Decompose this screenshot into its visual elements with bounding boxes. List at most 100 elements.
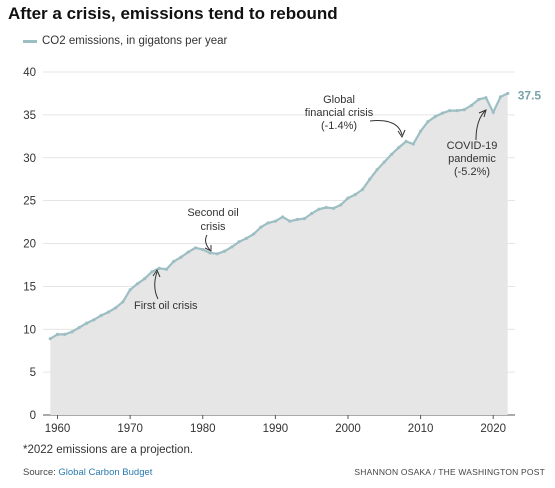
data-point-1968 <box>114 306 118 310</box>
data-point-1986 <box>244 236 248 240</box>
y-tick-label-40: 40 <box>23 67 36 79</box>
data-point-1997 <box>324 205 328 210</box>
data-point-1970 <box>128 288 132 292</box>
data-point-1966 <box>99 313 103 318</box>
y-tick-label-10: 10 <box>23 324 36 336</box>
data-point-2014 <box>448 108 452 113</box>
data-point-2011 <box>426 120 430 124</box>
data-point-1990 <box>273 219 277 223</box>
annotation-financial-line2: financial crisis <box>305 107 374 119</box>
x-tick-label-1960: 1960 <box>45 423 71 435</box>
credit: SHANNON OSAKA / THE WASHINGTON POST <box>354 467 545 477</box>
data-point-2012 <box>433 114 437 119</box>
data-point-1974 <box>157 266 161 270</box>
data-point-1960 <box>55 332 60 336</box>
data-point-2003 <box>368 177 372 181</box>
annotation-covid-line2: pandemic <box>448 153 496 165</box>
data-point-1965 <box>92 318 96 322</box>
annotation-covid: COVID-19 pandemic (-5.2%) <box>447 109 498 178</box>
data-point-1967 <box>106 310 110 314</box>
data-point-1985 <box>237 240 241 244</box>
y-tick-label-5: 5 <box>30 367 36 379</box>
data-point-1982 <box>215 252 219 256</box>
annotation-first-oil-crisis: First oil crisis <box>134 268 198 312</box>
x-tick-label-1980: 1980 <box>190 423 216 435</box>
data-point-1964 <box>84 321 89 325</box>
annotation-second-oil-line2: crisis <box>200 221 226 233</box>
data-points <box>48 91 510 341</box>
annotation-second-oil-line1: Second oil <box>187 207 238 219</box>
source-link[interactable]: Global Carbon Budget <box>58 467 153 478</box>
data-point-1978 <box>186 250 190 254</box>
data-point-2020 <box>491 110 495 114</box>
data-point-2019 <box>484 96 488 100</box>
data-point-1979 <box>193 246 198 250</box>
data-point-1993 <box>295 217 299 222</box>
legend-swatch <box>23 39 37 43</box>
end-value-label: 37.5 <box>518 88 542 102</box>
data-point-1975 <box>164 267 169 271</box>
x-axis-ticks: 1960 1970 1980 1990 2000 2010 2020 <box>45 415 506 435</box>
data-point-1995 <box>310 211 314 216</box>
data-point-1984 <box>230 245 234 249</box>
footnote: *2022 emissions are a projection. <box>23 444 194 456</box>
annotation-covid-line3: (-5.2%) <box>454 166 490 178</box>
data-point-1996 <box>317 207 321 211</box>
data-point-2022 <box>506 91 510 96</box>
data-point-1969 <box>121 300 125 304</box>
data-point-1980 <box>201 247 205 252</box>
x-tick-label-2010: 2010 <box>408 423 434 435</box>
data-point-1999 <box>339 203 343 207</box>
y-axis-ticks: 0 5 10 15 20 25 30 35 40 <box>23 67 36 422</box>
data-point-2010 <box>419 129 423 133</box>
emissions-chart: 0 5 10 15 20 25 30 35 40 1960 1970 1980 1990 2000 201… <box>23 67 542 435</box>
legend-label: CO2 emissions, in gigatons per year <box>42 35 228 47</box>
y-tick-label-30: 30 <box>23 153 36 165</box>
source-prefix: Source: <box>23 467 59 478</box>
data-point-1962 <box>70 330 74 334</box>
data-point-1972 <box>143 277 147 281</box>
y-tick-label-25: 25 <box>23 196 36 208</box>
data-point-1961 <box>63 332 67 336</box>
data-point-2013 <box>440 111 444 115</box>
data-point-1971 <box>135 282 139 286</box>
x-tick-label-2000: 2000 <box>335 423 361 435</box>
annotation-financial-line1: Global <box>323 94 355 106</box>
data-point-2001 <box>353 193 357 197</box>
data-point-1989 <box>266 221 270 225</box>
annotation-second-oil-crisis: Second oil crisis <box>187 207 239 252</box>
emissions-area <box>50 93 508 416</box>
x-tick-label-2020: 2020 <box>480 423 506 435</box>
emissions-line <box>49 92 509 340</box>
annotation-financial-line3: (-1.4%) <box>321 120 357 132</box>
x-tick-label-1970: 1970 <box>117 423 143 435</box>
data-point-1973 <box>150 270 154 274</box>
y-tick-label-0: 0 <box>30 410 36 422</box>
data-point-2016 <box>462 108 466 112</box>
data-point-2007 <box>397 145 401 150</box>
annotation-covid-line1: COVID-19 <box>447 140 498 152</box>
data-point-1959 <box>48 337 52 341</box>
data-point-1983 <box>222 249 227 253</box>
data-point-1977 <box>179 255 183 259</box>
data-point-2021 <box>498 95 503 99</box>
data-point-1992 <box>288 219 292 223</box>
annotation-first-oil-label: First oil crisis <box>134 300 198 312</box>
data-point-1994 <box>302 217 307 221</box>
data-point-1991 <box>281 215 285 219</box>
y-tick-label-35: 35 <box>23 110 36 122</box>
data-point-1987 <box>251 232 256 236</box>
annotation-financial-crisis: Global financial crisis (-1.4%) <box>305 94 406 139</box>
data-point-2017 <box>469 103 474 108</box>
data-point-2009 <box>411 142 415 146</box>
source-line: Source: Global Carbon Budget <box>23 467 152 478</box>
data-point-1998 <box>331 206 336 210</box>
data-point-2000 <box>346 196 350 200</box>
data-point-2002 <box>360 187 365 192</box>
data-point-2004 <box>375 168 379 172</box>
x-tick-label-1990: 1990 <box>263 423 289 435</box>
legend: CO2 emissions, in gigatons per year <box>23 35 227 47</box>
data-point-2005 <box>382 160 386 164</box>
data-point-1981 <box>208 251 212 255</box>
data-point-2018 <box>477 97 481 102</box>
